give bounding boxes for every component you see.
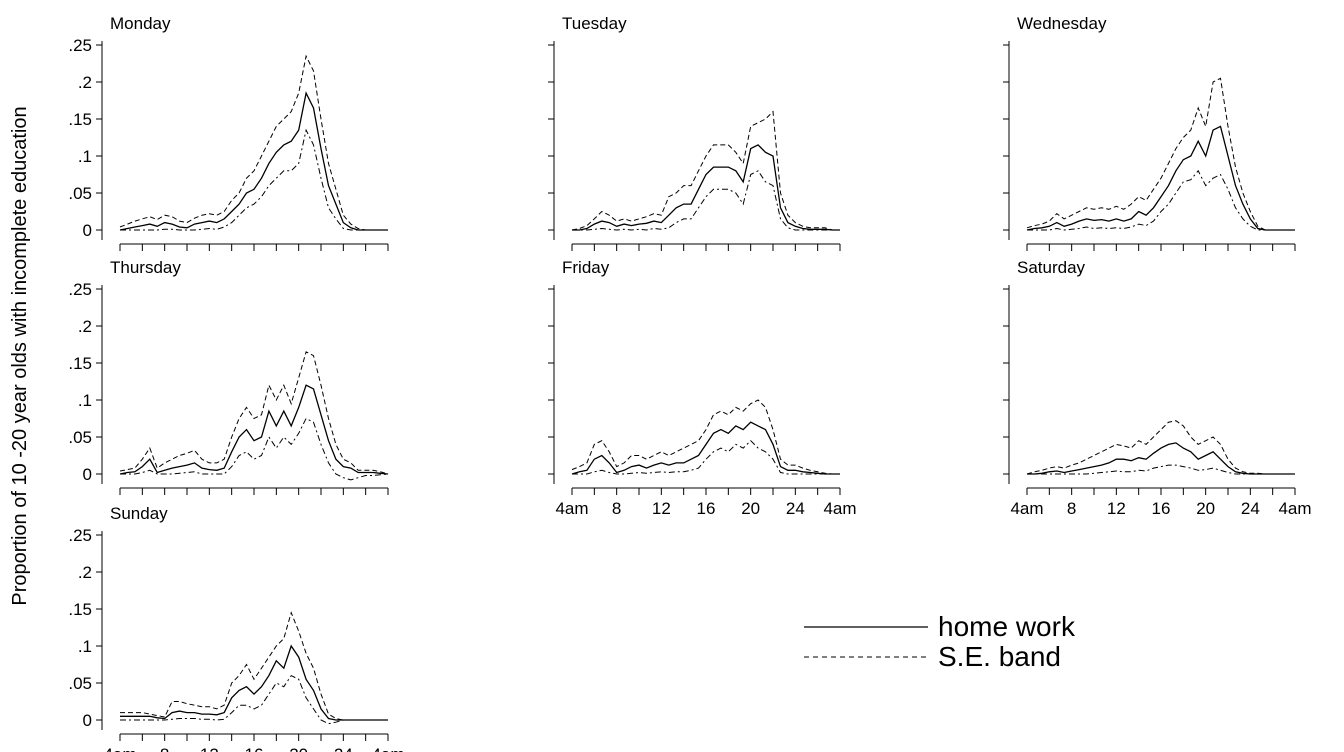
y-tick-label: .1 bbox=[78, 637, 92, 656]
y-tick-label: 0 bbox=[83, 465, 92, 484]
x-tick-label: 4am bbox=[823, 499, 856, 518]
panel-title: Monday bbox=[110, 14, 171, 33]
series-line-s-e-band-upper bbox=[571, 110, 840, 231]
series-line-s-e-band-upper bbox=[1026, 77, 1295, 231]
series-line-s-e-band-lower bbox=[120, 417, 389, 481]
y-tick-label: .05 bbox=[68, 428, 92, 447]
series-line-s-e-band-lower bbox=[120, 128, 388, 231]
x-tick-label: 24 bbox=[786, 499, 805, 518]
series-line-home-work bbox=[1027, 442, 1295, 475]
x-tick-label: 16 bbox=[245, 745, 264, 752]
panel-title: Thursday bbox=[110, 258, 181, 277]
series-line-s-e-band-lower bbox=[120, 674, 388, 725]
y-tick-label: .15 bbox=[68, 110, 92, 129]
x-tick-label: 20 bbox=[1196, 499, 1215, 518]
series-line-s-e-band-upper bbox=[119, 54, 388, 231]
x-tick-label: 16 bbox=[1152, 499, 1171, 518]
x-tick-label: 20 bbox=[289, 745, 308, 752]
series-line-home-work bbox=[572, 144, 840, 231]
series-line-s-e-band-lower bbox=[1027, 464, 1295, 475]
y-tick-label: 0 bbox=[83, 711, 92, 730]
x-tick-label: 24 bbox=[1241, 499, 1260, 518]
x-tick-label: 16 bbox=[697, 499, 716, 518]
panel-tuesday: Tuesday bbox=[548, 14, 841, 251]
x-tick-label: 8 bbox=[160, 745, 169, 752]
y-tick-label: .2 bbox=[78, 73, 92, 92]
x-tick-label: 24 bbox=[334, 745, 353, 752]
panel-friday: Friday 4am 8 12 16 20 24 4am bbox=[548, 258, 857, 518]
series-line-s-e-band-lower bbox=[1027, 169, 1295, 231]
panel-thursday: Thursday 0 .05 .1 .15 .2 .25 bbox=[68, 258, 389, 495]
panel-wednesday: Wednesday bbox=[1003, 14, 1296, 251]
y-tick-label: .2 bbox=[78, 563, 92, 582]
panel-title: Wednesday bbox=[1017, 14, 1107, 33]
y-tick-label: .15 bbox=[68, 600, 92, 619]
y-tick-label: .25 bbox=[68, 280, 92, 299]
series-line-home-work bbox=[571, 421, 840, 475]
series-line-home-work bbox=[1026, 125, 1295, 231]
legend-label-se-band: S.E. band bbox=[938, 641, 1061, 672]
x-tick-label: 12 bbox=[200, 745, 219, 752]
x-tick-label: 4am bbox=[1010, 499, 1043, 518]
x-tick-label: 4am bbox=[371, 745, 404, 752]
y-tick-label: .25 bbox=[68, 36, 92, 55]
panel-title: Sunday bbox=[110, 504, 168, 523]
x-tick-label: 4am bbox=[555, 499, 588, 518]
x-tick-label: 8 bbox=[612, 499, 621, 518]
panel-title: Tuesday bbox=[562, 14, 627, 33]
panel-sunday: Sunday 0 .05 .1 .15 .2 .25 4am 8 12 16 20 24 4am bbox=[68, 504, 404, 752]
series-line-home-work bbox=[119, 384, 389, 475]
y-tick-label: .2 bbox=[78, 317, 92, 336]
panel-monday: Monday 0 .05 .1 .15 .2 .25 bbox=[68, 14, 389, 251]
series-line-s-e-band-lower bbox=[572, 170, 840, 231]
x-tick-label: 4am bbox=[1278, 499, 1311, 518]
y-tick-label: .05 bbox=[68, 184, 92, 203]
y-axis-label: Proportion of 10 -20 year olds with inco… bbox=[9, 106, 31, 605]
x-tick-label: 8 bbox=[1067, 499, 1076, 518]
y-tick-label: .1 bbox=[78, 391, 92, 410]
series-line-s-e-band-upper bbox=[120, 611, 388, 721]
y-tick-label: 0 bbox=[83, 221, 92, 240]
panel-saturday: Saturday 4am 8 12 16 20 24 4am bbox=[1003, 258, 1312, 518]
panel-title: Friday bbox=[562, 258, 610, 277]
series-line-s-e-band-lower bbox=[572, 439, 840, 475]
y-tick-label: .1 bbox=[78, 147, 92, 166]
legend: home work S.E. band bbox=[804, 611, 1076, 672]
series-line-s-e-band-upper bbox=[571, 399, 840, 475]
x-tick-label: 12 bbox=[652, 499, 671, 518]
legend-label-home-work: home work bbox=[938, 611, 1076, 642]
panel-title: Saturday bbox=[1017, 258, 1086, 277]
series-line-s-e-band-upper bbox=[1026, 420, 1295, 475]
series-line-home-work bbox=[119, 91, 388, 231]
x-tick-label: 12 bbox=[1107, 499, 1126, 518]
series-line-s-e-band-upper bbox=[119, 351, 389, 475]
y-tick-label: .15 bbox=[68, 354, 92, 373]
x-tick-label: 20 bbox=[741, 499, 760, 518]
y-tick-label: .05 bbox=[68, 674, 92, 693]
y-tick-label: .25 bbox=[68, 526, 92, 545]
x-tick-label: 4am bbox=[103, 745, 136, 752]
